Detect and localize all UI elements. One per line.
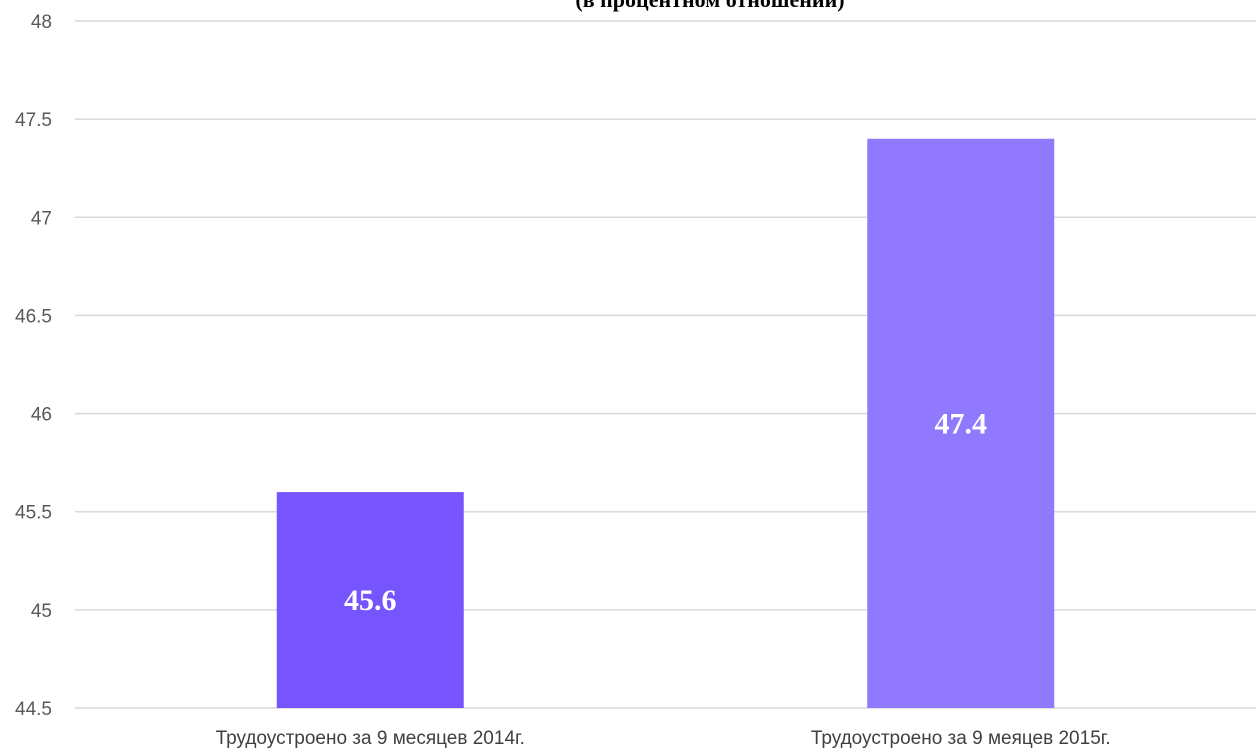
data-label: 47.4 [935, 407, 988, 440]
y-tick-label: 47.5 [15, 110, 52, 131]
y-tick-label: 44.5 [15, 699, 52, 720]
data-label: 45.6 [344, 584, 397, 617]
category-label: Трудоустроено за 9 месяцев 2014г. [216, 728, 525, 749]
data-labels: 45.6 47.4 [344, 407, 987, 617]
gridlines [75, 20, 1256, 709]
y-tick-label: 47 [31, 208, 52, 229]
y-tick-label: 46.5 [15, 306, 52, 327]
y-tick-label: 48 [31, 12, 52, 33]
x-axis-category-labels: Трудоустроено за 9 месяцев 2014г. Трудоус… [216, 728, 1111, 749]
chart-title: (в процентном отношении) [575, 0, 844, 12]
bars [276, 138, 1055, 708]
y-tick-label: 45 [31, 601, 52, 622]
y-tick-label: 46 [31, 405, 52, 426]
y-tick-label: 45.5 [15, 503, 52, 524]
category-label: Трудоустроено за 9 меяцев 2015г. [811, 728, 1111, 749]
bar [276, 492, 464, 708]
bar [867, 138, 1055, 708]
y-axis-tick-labels: 44.5 45 45.5 46 46.5 47 47.5 48 [15, 12, 52, 720]
